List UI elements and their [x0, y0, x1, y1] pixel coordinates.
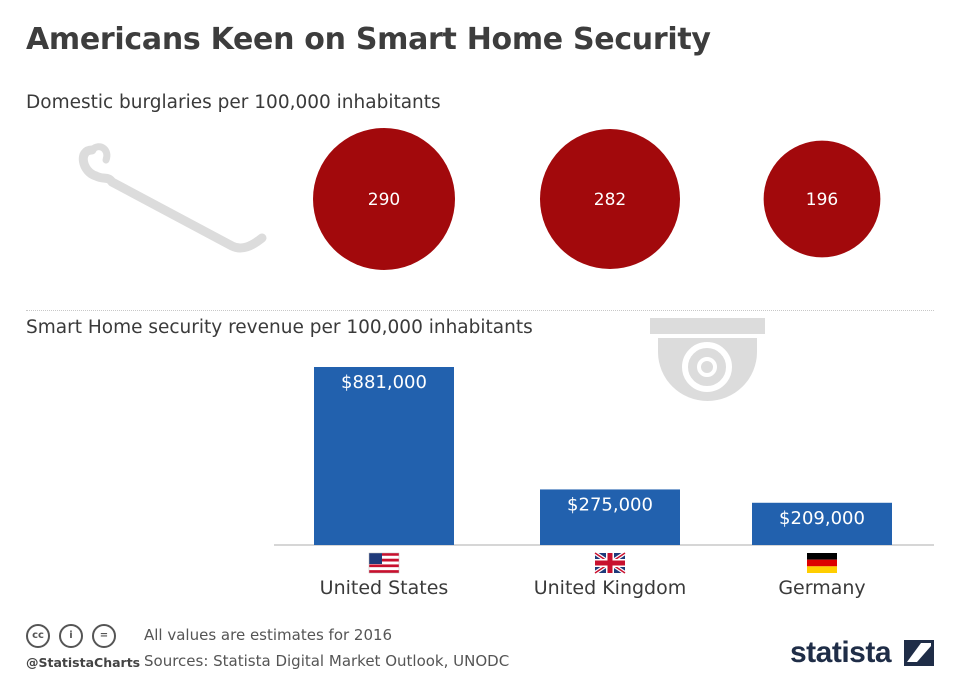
de-flag-stripe	[807, 553, 837, 560]
section-divider	[26, 310, 934, 311]
chart-title: Americans Keen on Smart Home Security	[26, 22, 711, 57]
crowbar-icon	[78, 143, 267, 253]
footer-sources: Sources: Statista Digital Market Outlook…	[144, 652, 510, 670]
us-flag-stripe	[369, 564, 399, 568]
burglary-value-label-germany: 196	[806, 190, 838, 210]
revenue-bar-germany	[752, 502, 892, 545]
burglary-value-label-united-states: 290	[368, 190, 400, 210]
us-flag-canton	[369, 553, 382, 564]
revenue-value-label-united-states: $881,000	[341, 372, 427, 393]
twitter-handle[interactable]: @StatistaCharts	[26, 655, 141, 670]
us-flag-border	[368, 552, 400, 574]
revenue-section-title: Smart Home security revenue per 100,000 …	[26, 317, 533, 338]
uk-flag-cross-red	[595, 560, 625, 566]
uk-flag-icon	[593, 551, 627, 575]
footer-note: All values are estimates for 2016	[144, 626, 393, 644]
revenue-value-label-germany: $209,000	[779, 508, 865, 529]
us-flag-stripe	[369, 567, 399, 571]
burglary-bubble-germany	[763, 140, 881, 258]
burglary-bubble-united-states	[313, 128, 455, 270]
us-flag-icon	[368, 552, 400, 574]
us-flag-stripe	[369, 553, 399, 556]
us-flag-stripe	[369, 558, 399, 562]
us-flag-stripe	[369, 570, 399, 573]
de-flag-stripe	[807, 559, 837, 567]
us-flag-stripe	[369, 561, 399, 565]
revenue-value-label-united-kingdom: $275,000	[567, 494, 653, 515]
burglary-bubble-united-kingdom	[539, 128, 681, 270]
de-flag-stripe	[807, 566, 837, 573]
burglary-value-label-united-kingdom: 282	[594, 190, 626, 210]
de-flag-icon	[807, 553, 837, 573]
country-label-germany: Germany	[778, 577, 865, 599]
us-flag-stripe	[369, 555, 399, 559]
creative-commons-icon: cc	[26, 624, 50, 648]
revenue-bar-united-states	[314, 367, 454, 545]
security-camera-icon	[650, 318, 765, 402]
revenue-bar-united-kingdom	[540, 489, 680, 545]
country-label-united-states: United States	[320, 577, 449, 599]
statista-logo-mark-icon	[904, 640, 934, 666]
statista-wordmark: statista	[790, 636, 892, 669]
attribution-icon: i	[59, 624, 83, 648]
country-label-united-kingdom: United Kingdom	[534, 577, 687, 599]
no-derivatives-icon: =	[92, 624, 116, 648]
burglary-section-title: Domestic burglaries per 100,000 inhabita…	[26, 92, 441, 113]
